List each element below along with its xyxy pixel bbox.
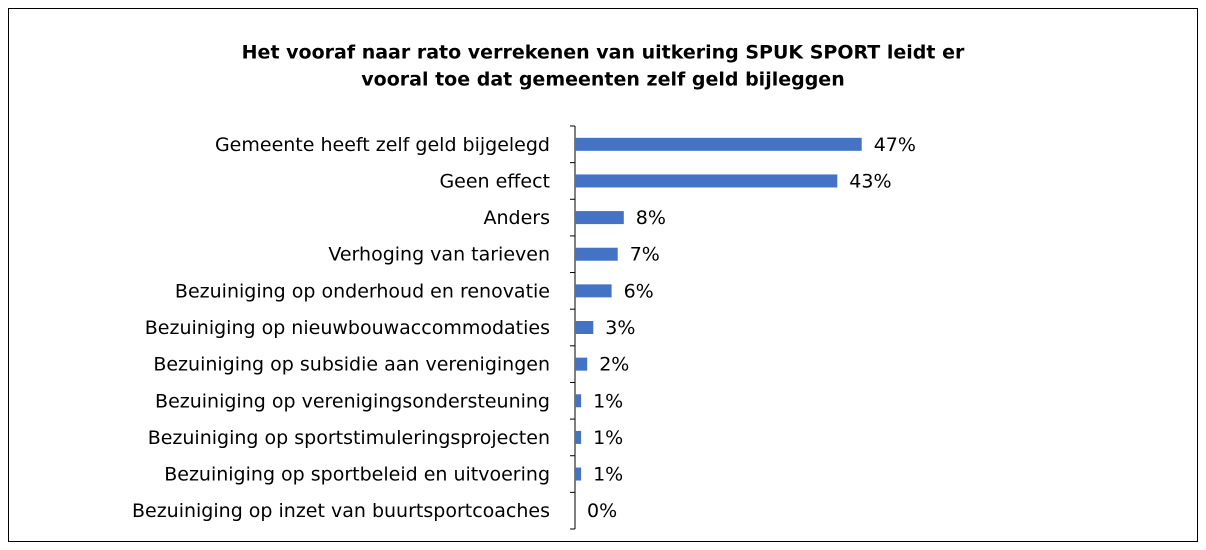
- bar: [575, 357, 588, 371]
- data-label: 8%: [636, 207, 666, 229]
- data-label: 3%: [605, 317, 635, 339]
- data-label: 1%: [593, 427, 623, 449]
- y-tick-label: Bezuiniging op sportstimuleringsprojecte…: [148, 427, 550, 449]
- y-tick-label: Bezuiniging op onderhoud en renovatie: [175, 280, 550, 302]
- bar: [575, 284, 612, 298]
- data-label: 0%: [587, 500, 617, 522]
- data-label: 47%: [874, 134, 916, 156]
- bar: [575, 467, 582, 481]
- y-tick-label: Verhoging van tarieven: [328, 244, 550, 266]
- bar: [575, 247, 618, 261]
- bar: [575, 430, 582, 444]
- chart-border: [8, 8, 1198, 542]
- bar: [575, 211, 624, 225]
- data-label: 6%: [624, 280, 654, 302]
- bar: [575, 394, 582, 408]
- y-tick-label: Bezuiniging op inzet van buurtsportcoach…: [132, 500, 550, 522]
- data-label: 2%: [599, 354, 629, 376]
- chart-title: vooral toe dat gemeenten zelf geld bijle…: [361, 69, 844, 91]
- data-label: 1%: [593, 464, 623, 486]
- data-label: 1%: [593, 390, 623, 412]
- bar: [575, 321, 594, 334]
- chart-title: Het vooraf naar rato verrekenen van uitk…: [242, 42, 965, 64]
- data-label: 43%: [849, 170, 891, 192]
- bar: [575, 137, 862, 151]
- bar: [575, 174, 838, 188]
- y-tick-label: Bezuiniging op subsidie aan verenigingen: [153, 354, 550, 376]
- y-tick-label: Geen effect: [439, 170, 550, 192]
- y-tick-label: Gemeente heeft zelf geld bijgelegd: [215, 134, 550, 156]
- y-tick-label: Anders: [484, 207, 551, 229]
- y-tick-label: Bezuiniging op nieuwbouwaccommodaties: [145, 317, 550, 339]
- y-tick-label: Bezuiniging op verenigingsondersteuning: [155, 390, 550, 412]
- y-tick-label: Bezuiniging op sportbeleid en uitvoering: [164, 464, 550, 486]
- data-label: 7%: [630, 244, 660, 266]
